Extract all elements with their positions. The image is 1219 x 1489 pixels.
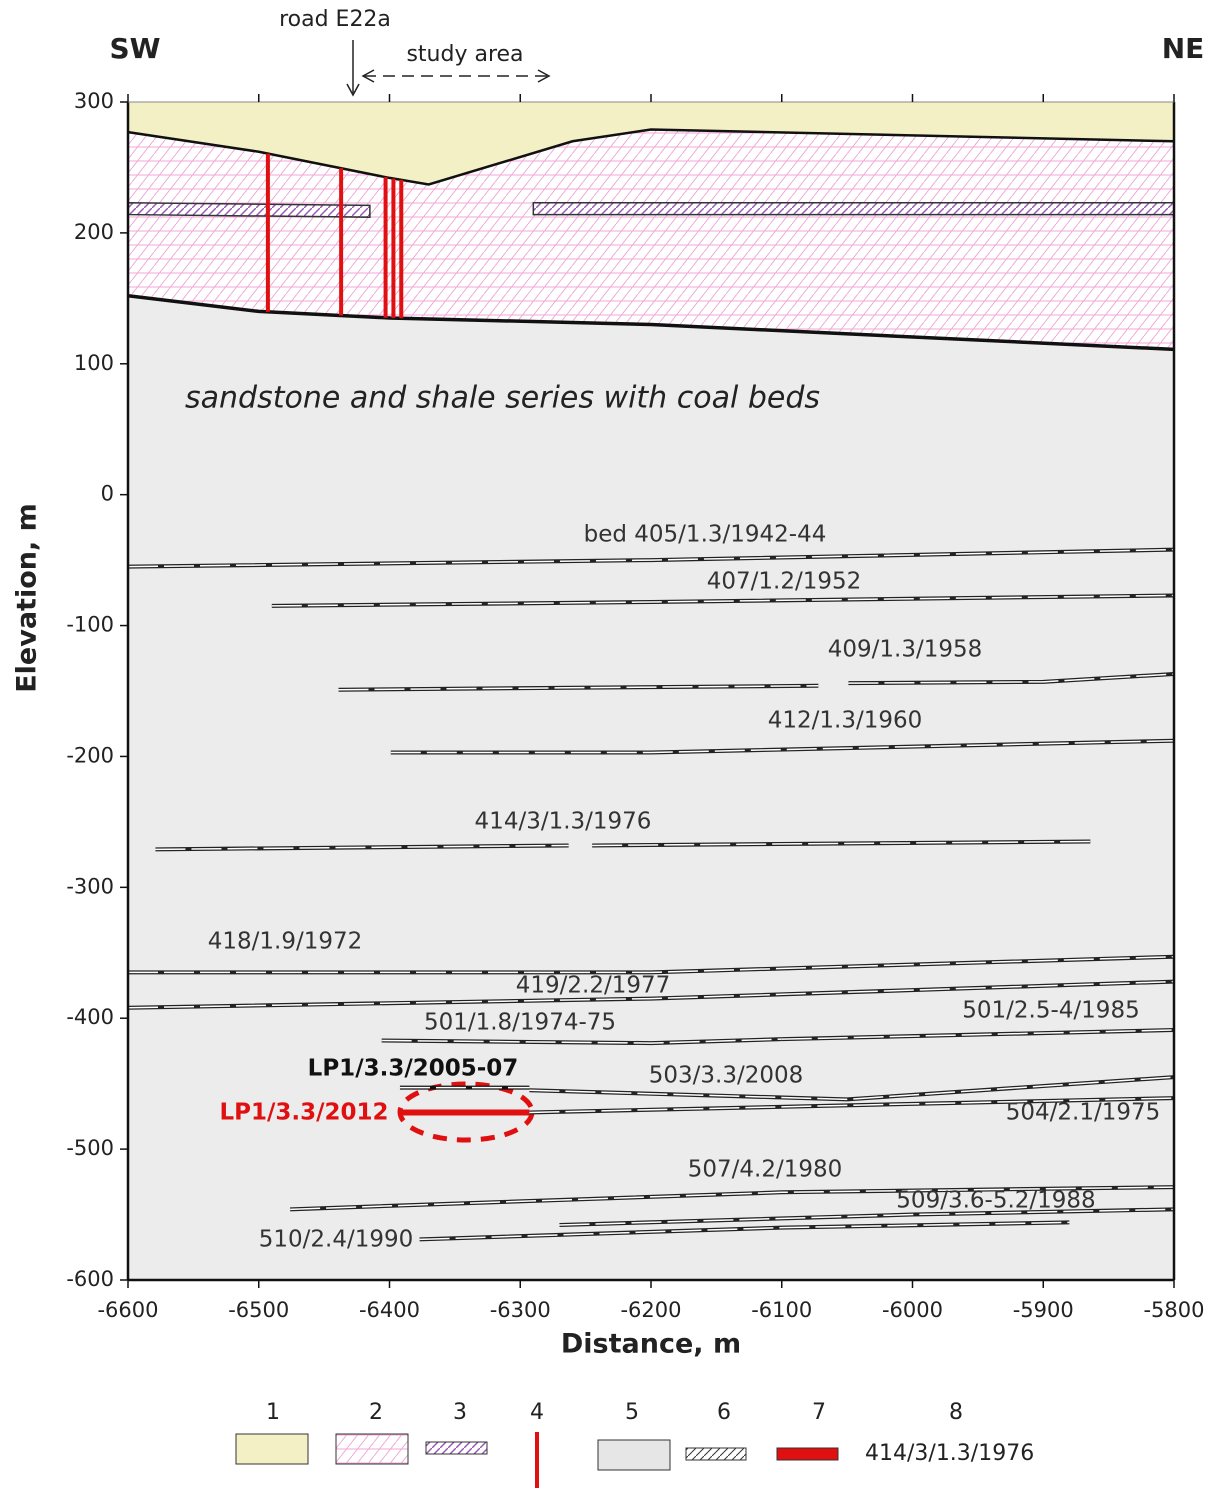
y-axis-title: Elevation, m — [12, 503, 43, 693]
bed-label: 407/1.2/1952 — [707, 569, 862, 595]
bed-label: 409/1.3/1958 — [828, 637, 983, 663]
series-label: sandstone and shale series with coal bed… — [185, 381, 820, 416]
legend-swatch — [777, 1448, 838, 1460]
legend-number: 1 — [266, 1400, 280, 1425]
right-label: NE — [1162, 32, 1205, 65]
chart: SW NE road E22a study area sandstone and… — [0, 0, 1219, 1489]
legend: 414/3/1.3/1976 1 2 3 4 5 6 7 8 — [236, 1400, 1034, 1488]
x-tick-label: -6600 — [97, 1298, 158, 1322]
y-tick-label: 200 — [74, 220, 114, 244]
left-label: SW — [109, 32, 160, 65]
legend-swatch — [426, 1442, 487, 1454]
legend-swatch — [598, 1440, 670, 1470]
y-tick-label: -100 — [66, 613, 114, 637]
bed-label: LP1/3.3/2012 — [219, 1100, 388, 1126]
legend-number: 4 — [530, 1400, 544, 1425]
legend-number: 8 — [949, 1400, 963, 1425]
x-tick-label: -6400 — [359, 1298, 420, 1322]
bed-label: 503/3.3/2008 — [649, 1063, 804, 1089]
bed-label: 501/2.5-4/1985 — [962, 998, 1139, 1024]
bed-label: 419/2.2/1977 — [516, 973, 671, 999]
legend-number: 2 — [369, 1400, 383, 1425]
sandstone-band — [128, 203, 370, 217]
x-tick-label: -6000 — [882, 1298, 943, 1322]
legend-number: 5 — [625, 1400, 639, 1425]
y-tick-label: -200 — [66, 743, 114, 767]
bed-label: LP1/3.3/2005-07 — [308, 1056, 519, 1082]
legend-number: 7 — [812, 1400, 826, 1425]
x-axis-title: Distance, m — [561, 1329, 741, 1360]
x-tick-label: -5900 — [1013, 1298, 1074, 1322]
legend-swatch — [236, 1434, 308, 1464]
y-tick-label: 100 — [74, 351, 114, 375]
bed-label: 414/3/1.3/1976 — [475, 809, 652, 835]
y-tick-label: -600 — [66, 1267, 114, 1291]
road-label: road E22a — [279, 7, 391, 32]
bed-label: bed 405/1.3/1942-44 — [584, 522, 827, 548]
bed-label: 412/1.3/1960 — [768, 708, 923, 734]
legend-number: 6 — [717, 1400, 731, 1425]
x-tick-label: -5800 — [1143, 1298, 1204, 1322]
legend-swatch — [686, 1448, 746, 1460]
legend-example: 414/3/1.3/1976 — [865, 1441, 1034, 1466]
bed-label: 510/2.4/1990 — [259, 1227, 414, 1253]
y-tick-label: -400 — [66, 1005, 114, 1029]
y-tick-label: 300 — [74, 89, 114, 113]
y-tick-label: -500 — [66, 1136, 114, 1160]
x-tick-label: -6300 — [490, 1298, 551, 1322]
y-tick-label: -300 — [66, 874, 114, 898]
legend-swatch — [336, 1434, 408, 1464]
study-area-label: study area — [406, 42, 523, 67]
bed-label: 418/1.9/1972 — [208, 929, 363, 955]
legend-number: 3 — [453, 1400, 467, 1425]
sandstone-band — [533, 203, 1174, 215]
bed-label: 501/1.8/1974-75 — [424, 1010, 616, 1036]
bed-label: 507/4.2/1980 — [688, 1157, 843, 1183]
x-tick-label: -6500 — [228, 1298, 289, 1322]
bed-label: 509/3.6-5.2/1988 — [896, 1188, 1095, 1214]
x-tick-label: -6100 — [751, 1298, 812, 1322]
x-tick-label: -6200 — [620, 1298, 681, 1322]
bed-label: 504/2.1/1975 — [1006, 1100, 1161, 1126]
y-tick-label: 0 — [101, 482, 114, 506]
